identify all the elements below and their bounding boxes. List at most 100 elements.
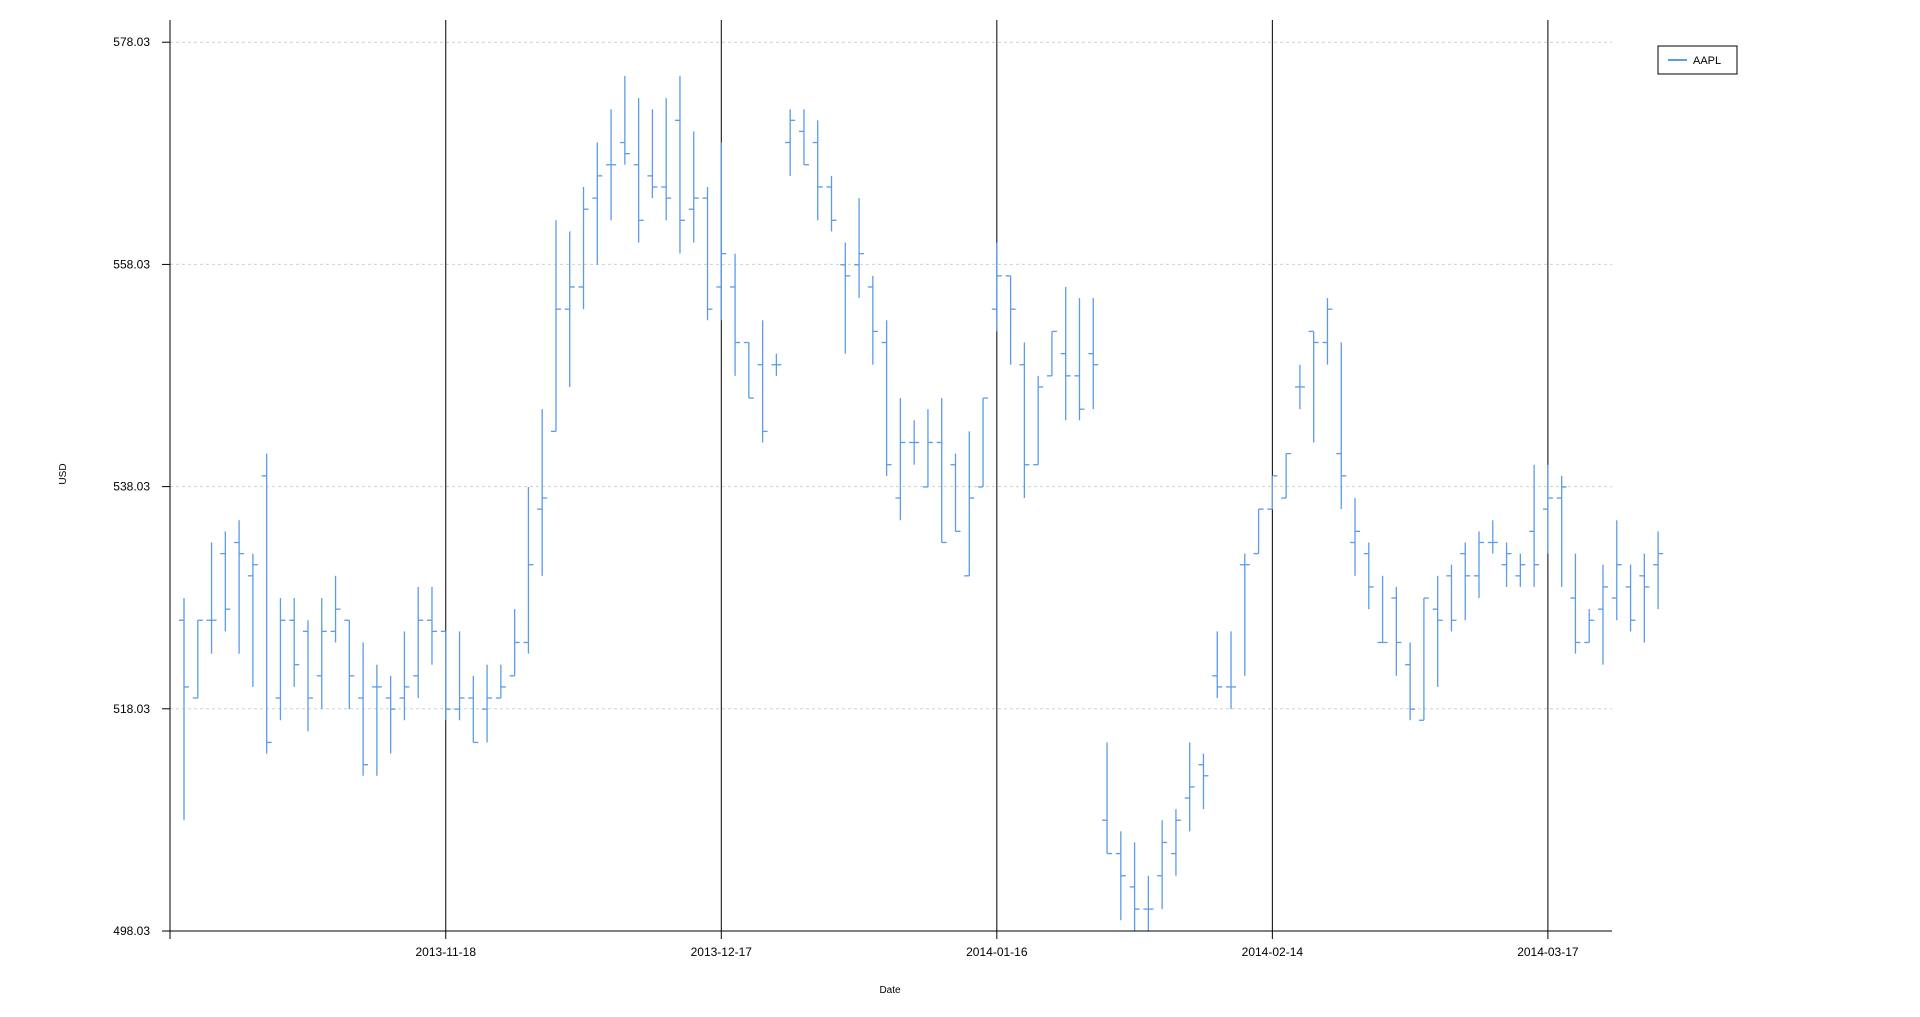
ohlc-bar [936, 398, 947, 544]
x-tick-label: 2013-12-17 [691, 945, 753, 959]
ohlc-bar [1170, 809, 1181, 876]
ohlc-bar [206, 542, 217, 654]
ohlc-bar [413, 586, 424, 699]
ohlc-bar [895, 398, 906, 521]
ohlc-bar [330, 575, 341, 643]
ohlc-bar [771, 353, 782, 376]
ohlc-bar [1129, 842, 1140, 932]
y-tick-label: 518.03 [113, 702, 150, 716]
ohlc-bar [220, 531, 231, 632]
ohlc-bar [826, 175, 837, 232]
ohlc-bar [275, 598, 286, 721]
ohlc-bar [1570, 553, 1581, 654]
ohlc-bar [247, 553, 258, 687]
ohlc-bar [1239, 553, 1250, 676]
ohlc-bar [1377, 575, 1388, 644]
ohlc-bar [854, 198, 865, 299]
legend-label-aapl: AAPL [1693, 55, 1721, 67]
ohlc-bar [688, 131, 699, 243]
ohlc-bar [399, 631, 410, 721]
ohlc-bar [647, 109, 658, 199]
ohlc-bar [633, 98, 644, 243]
ohlc-bar [1598, 564, 1608, 665]
ohlc-bar [1102, 742, 1113, 855]
ohlc-bar [881, 320, 892, 476]
ohlc-bar [1019, 342, 1030, 499]
ohlc-bar [909, 420, 920, 465]
ohlc-bar [468, 675, 479, 744]
ohlc-bar [922, 409, 933, 488]
ohlc-bar [619, 75, 630, 165]
x-tick-label: 2014-02-14 [1242, 945, 1304, 959]
ohlc-bar [509, 609, 520, 677]
ohlc-bar [385, 675, 396, 754]
ohlc-bar [1611, 520, 1622, 621]
ohlc-bar [978, 397, 989, 488]
ohlc-bar [1074, 298, 1085, 421]
ohlc-bar [991, 242, 1002, 332]
ohlc-bar [1253, 508, 1264, 555]
y-tick-label: 558.03 [113, 257, 150, 271]
ohlc-bar [261, 453, 272, 754]
ohlc-bar [1350, 498, 1361, 576]
x-tick-label: 2013-11-18 [416, 945, 477, 959]
ohlc-bar [1046, 330, 1057, 377]
ohlc-bar [730, 253, 741, 376]
ohlc-bar [1653, 531, 1664, 610]
ohlc-bar [1267, 475, 1278, 510]
ohlc-bar [702, 186, 713, 321]
axes [169, 20, 1612, 939]
ohlc-bar [578, 186, 589, 310]
ohlc-bar [289, 598, 300, 687]
horizontal-gridlines [170, 41, 1612, 710]
ohlc-bar [1212, 631, 1223, 699]
ohlc-bar [1501, 542, 1512, 587]
ohlc-bar [867, 275, 878, 365]
ohlc-bar [1432, 575, 1443, 687]
ohlc-bar [1391, 586, 1402, 676]
ohlc-bar [1625, 564, 1636, 632]
ohlc-bar [950, 453, 961, 533]
ohlc-bar [234, 520, 245, 654]
ohlc-bar [454, 631, 465, 721]
ohlc-bar [1308, 330, 1319, 443]
legend: AAPL [1657, 45, 1738, 75]
ohlc-bar [743, 341, 754, 399]
ohlc-bar [1322, 298, 1333, 365]
ohlc-bar [1005, 275, 1016, 365]
ohlc-bar [1157, 820, 1168, 910]
ohlc-bar [716, 142, 727, 321]
y-axis-title: USD [58, 463, 69, 484]
ohlc-bar [1336, 342, 1347, 510]
ohlc-bar [1556, 475, 1567, 587]
ohlc-bar [1487, 520, 1498, 554]
ohlc-bar [1584, 609, 1595, 644]
ohlc-bar [812, 120, 823, 221]
ohlc-bar [1033, 375, 1044, 466]
ohlc-bar [1115, 831, 1126, 921]
x-axis-title: Date [879, 985, 901, 996]
ohlc-bar [537, 409, 548, 576]
ohlc-bar [1405, 642, 1416, 721]
ohlc-bar [1418, 597, 1429, 721]
ohlc-bar [1529, 464, 1540, 587]
ohlc-bar [592, 142, 603, 265]
ohlc-bar [1226, 631, 1237, 710]
x-tick-label: 2014-03-17 [1517, 945, 1579, 959]
ohlc-bar [1460, 542, 1471, 621]
ohlc-bar [344, 619, 355, 710]
ohlc-bar [550, 220, 561, 433]
ohlc-bar [1281, 452, 1292, 499]
x-axis-ticks: 2013-11-18 2013-12-17 2014-01-16 2014-02-14… [416, 931, 1579, 959]
y-tick-label: 498.03 [113, 924, 150, 938]
ohlc-bar [358, 642, 369, 776]
ohlc-bar [426, 586, 437, 665]
y-tick-label: 578.03 [113, 35, 150, 49]
ohlc-bar [1474, 531, 1485, 599]
x-tick-label: 2014-01-16 [966, 945, 1028, 959]
ohlc-bar [1542, 464, 1553, 554]
ohlc-bar [371, 664, 382, 776]
ohlc-bar [606, 109, 617, 221]
ohlc-bar [1143, 875, 1154, 932]
ohlc-bar [1639, 553, 1650, 643]
